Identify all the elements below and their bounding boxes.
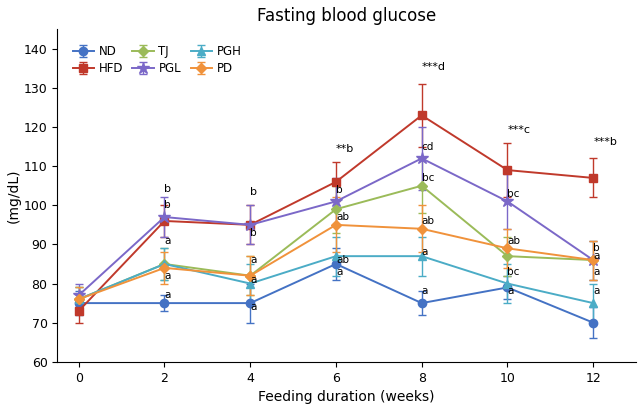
Text: ab: ab [336,255,349,265]
Text: a: a [507,286,514,296]
Text: bc: bc [507,267,520,277]
Text: a: a [336,267,342,277]
Text: ***b: ***b [593,136,617,147]
Y-axis label: (mg/dL): (mg/dL) [7,168,21,223]
Text: b: b [165,184,172,194]
Text: **b: **b [336,144,354,155]
Text: a: a [165,271,171,281]
Text: a: a [250,302,257,312]
Text: b: b [165,200,171,210]
Text: ab: ab [507,236,520,245]
Text: a: a [593,286,599,296]
Text: b: b [336,185,343,195]
Text: ab: ab [336,212,349,222]
Text: a: a [165,290,171,300]
Text: a: a [593,251,599,261]
Text: cd: cd [422,142,434,152]
Text: bc: bc [507,189,520,199]
Text: b: b [250,187,257,197]
Text: a: a [422,286,428,296]
Text: a: a [165,236,171,245]
Text: ab: ab [422,216,435,226]
X-axis label: Feeding duration (weeks): Feeding duration (weeks) [258,390,435,404]
Text: a: a [250,275,257,285]
Title: Fasting blood glucose: Fasting blood glucose [257,7,437,25]
Text: b: b [593,243,600,253]
Text: ***c: ***c [507,125,530,135]
Legend: ND, HFD, TJ, PGL, PGH, PD: ND, HFD, TJ, PGL, PGH, PD [69,42,245,79]
Text: a: a [593,267,599,277]
Text: bc: bc [422,173,434,183]
Text: b: b [250,228,257,238]
Text: ***d: ***d [422,62,446,72]
Text: a: a [250,255,257,265]
Text: a: a [422,247,428,257]
